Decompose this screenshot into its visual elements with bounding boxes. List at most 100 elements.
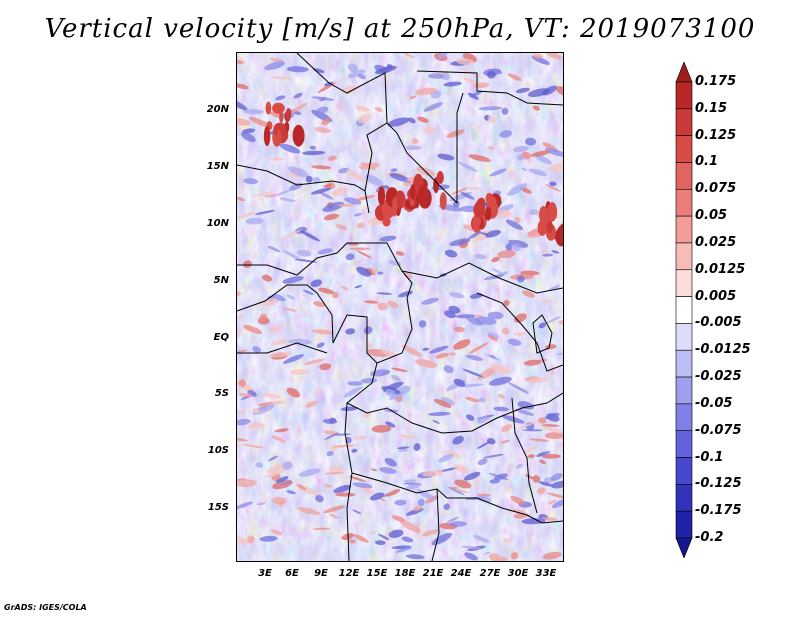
descent-patch <box>387 117 410 127</box>
velocity-field-map <box>237 53 563 561</box>
strong-ascent-patch <box>265 101 272 115</box>
ascent-patch <box>487 146 495 150</box>
descent-patch <box>487 332 499 339</box>
descent-patch <box>264 61 285 71</box>
descent-patch <box>237 418 251 426</box>
ascent-patch <box>450 187 470 195</box>
descent-patch <box>315 494 324 503</box>
ascent-patch <box>305 400 318 408</box>
ascent-patch <box>462 69 484 79</box>
ascent-patch <box>381 349 398 358</box>
ascent-patch <box>325 471 345 475</box>
descent-patch <box>422 347 430 351</box>
ascent-patch <box>249 116 271 128</box>
lake-shore <box>511 397 538 514</box>
descent-patch <box>543 450 551 456</box>
colorbar-swatch <box>675 162 693 190</box>
ascent-patch <box>237 59 244 64</box>
descent-patch <box>267 245 281 253</box>
descent-patch <box>494 70 503 74</box>
descent-patch <box>444 310 456 319</box>
descent-patch <box>405 145 422 151</box>
ascent-patch <box>510 495 526 505</box>
ascent-patch <box>501 439 510 444</box>
strong-ascent-patch <box>417 185 429 205</box>
ascent-patch <box>243 324 263 335</box>
descent-patch <box>296 249 312 257</box>
ascent-patch <box>251 191 273 197</box>
strong-ascent-patch <box>439 192 447 210</box>
descent-patch <box>240 132 256 143</box>
ascent-patch <box>532 475 541 483</box>
descent-patch <box>460 545 482 550</box>
colorbar-swatch <box>675 510 693 539</box>
ascent-patch <box>323 505 346 514</box>
strong-ascent-patch <box>272 102 285 114</box>
ascent-patch <box>355 105 370 112</box>
ascent-patch <box>514 216 521 224</box>
lat-tick-label: 15S <box>207 502 229 513</box>
ascent-patch <box>270 76 292 80</box>
ascent-patch <box>377 302 388 311</box>
lat-tick-label: 5S <box>214 388 229 399</box>
descent-patch <box>542 253 554 257</box>
descent-patch <box>484 274 504 280</box>
ascent-patch <box>448 486 459 490</box>
ascent-patch <box>556 86 563 96</box>
ascent-patch <box>371 266 379 274</box>
border-line <box>364 122 388 192</box>
descent-patch <box>310 279 322 288</box>
ascent-patch <box>271 496 287 505</box>
ascent-patch <box>549 163 563 172</box>
descent-patch <box>458 161 478 173</box>
ascent-patch <box>453 339 471 350</box>
descent-patch <box>243 178 259 185</box>
descent-patch <box>485 229 501 238</box>
ascent-patch <box>303 358 325 365</box>
ascent-patch <box>415 359 438 368</box>
ascent-patch <box>497 393 505 399</box>
ascent-patch <box>414 87 437 96</box>
descent-patch <box>356 266 371 277</box>
ascent-patch <box>237 195 246 202</box>
descent-patch <box>407 117 416 124</box>
descent-patch <box>397 446 410 450</box>
strong-ascent-patch <box>556 225 563 247</box>
ascent-patch <box>502 327 510 335</box>
colorbar-swatch <box>675 457 693 485</box>
descent-patch <box>508 382 529 394</box>
descent-patch <box>528 209 539 216</box>
descent-patch <box>279 143 301 154</box>
descent-patch <box>417 498 425 507</box>
descent-patch <box>274 189 292 197</box>
descent-patch <box>353 213 363 217</box>
ascent-patch <box>237 314 244 321</box>
descent-patch <box>556 351 563 356</box>
ascent-patch <box>352 435 368 440</box>
descent-patch <box>379 235 397 242</box>
descent-patch <box>309 145 317 150</box>
ascent-patch <box>337 203 354 207</box>
descent-patch <box>354 285 362 289</box>
descent-patch <box>505 243 513 251</box>
ascent-patch <box>522 290 536 298</box>
colorbar-swatch <box>675 135 693 163</box>
ascent-patch <box>332 444 356 448</box>
lat-tick-label: 20N <box>206 104 229 115</box>
lon-tick-label: 18E <box>394 568 416 579</box>
descent-patch <box>286 294 295 300</box>
ascent-patch <box>501 424 512 432</box>
ascent-patch <box>323 213 340 221</box>
descent-patch <box>403 479 416 483</box>
ascent-patch <box>238 379 246 387</box>
descent-patch <box>427 73 445 79</box>
descent-patch <box>388 529 404 538</box>
descent-patch <box>363 326 373 335</box>
ascent-patch <box>502 538 512 543</box>
ascent-patch <box>268 326 283 332</box>
ascent-patch <box>395 251 405 256</box>
colorbar-label: -0.025 <box>695 369 742 385</box>
descent-patch <box>345 328 356 335</box>
lon-tick-label: 6E <box>285 568 299 579</box>
descent-patch <box>507 338 522 346</box>
